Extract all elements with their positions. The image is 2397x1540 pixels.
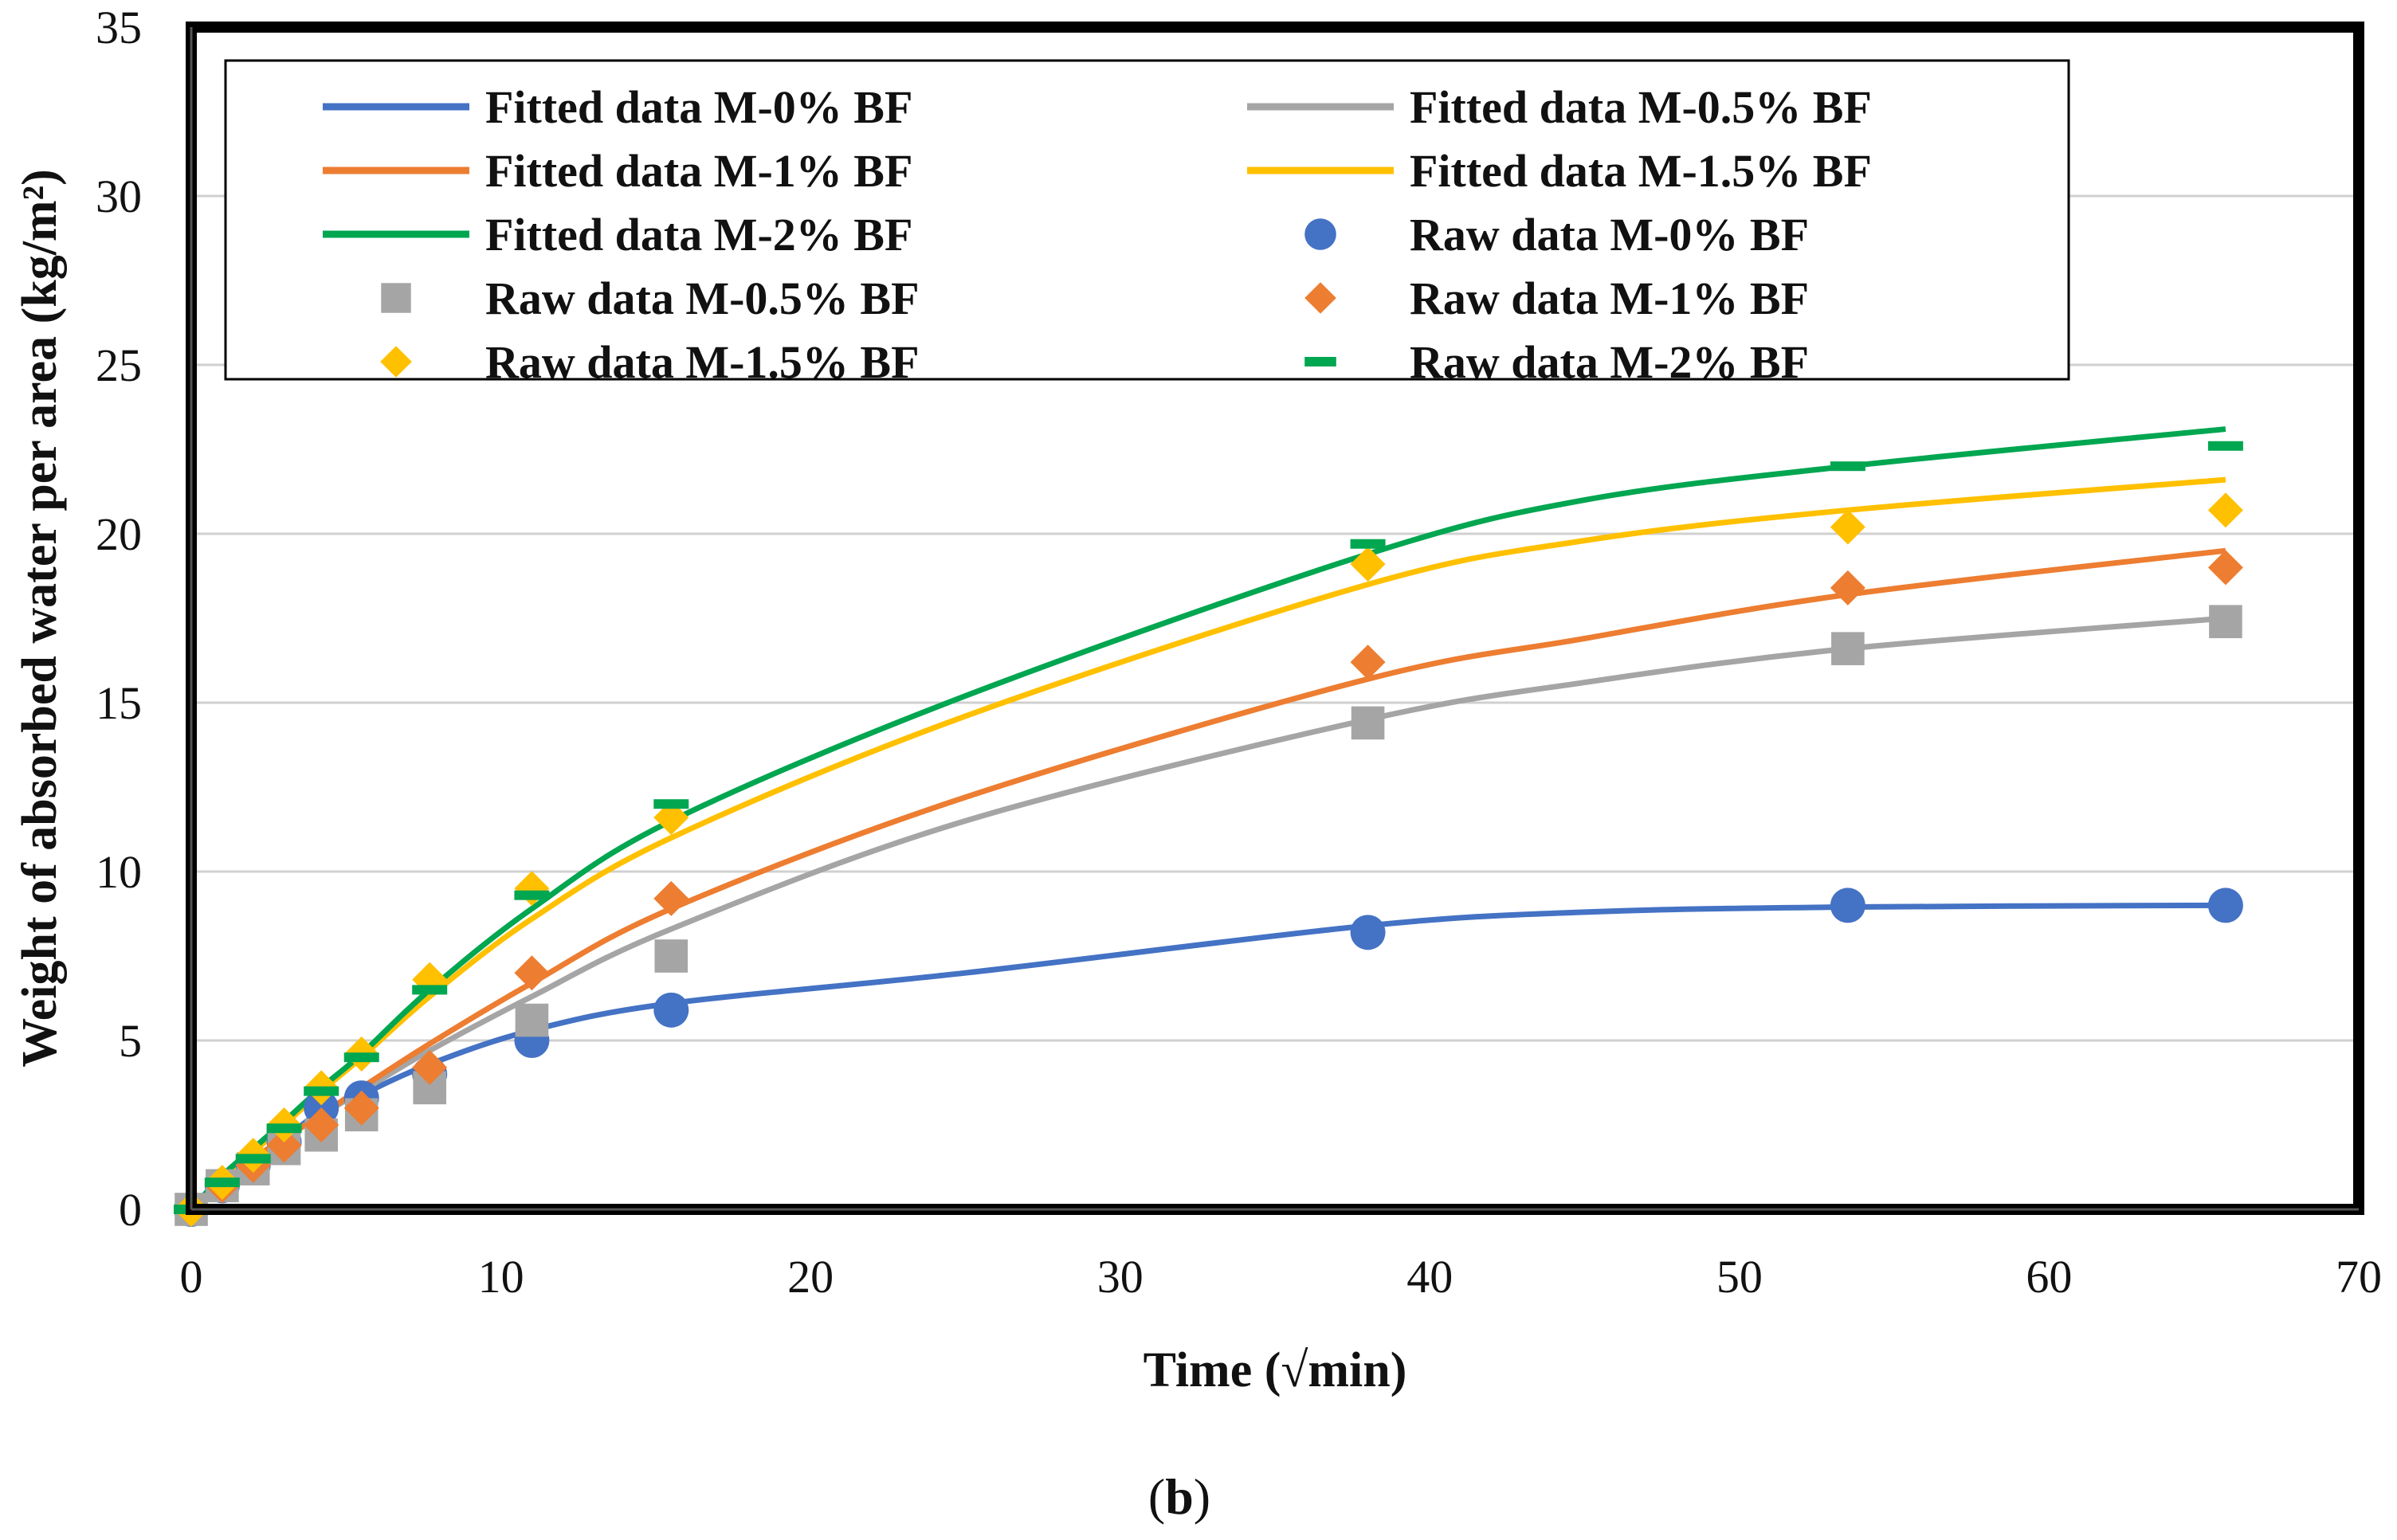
raw-point-s3-p9 [1350,547,1386,582]
legend-swatch-9 [1304,357,1336,366]
panel-label: (b) [1148,1468,1210,1525]
raw-point-s1-p9 [1351,706,1385,740]
fitted-line-4 [189,426,2226,1212]
raw-point-s3-p11 [2207,492,2243,528]
raw-point-s4-p4 [304,1086,339,1096]
raw-point-s2-p11 [2207,550,2243,586]
raw-point-s4-p6 [412,985,448,995]
raw-markers-layer [174,441,2243,1227]
legend-swatch-5 [1304,218,1336,250]
y-tick-label-25: 25 [96,339,142,391]
fitted-lines-layer [189,426,2226,1212]
legend-label-4: Fitted data M-2% BF [485,209,912,261]
raw-point-s2-p5 [343,1090,379,1126]
legend-label-0: Fitted data M-0% BF [485,81,912,133]
panel-label-letter: b [1165,1468,1194,1525]
fitted-line-3 [189,476,2226,1212]
x-tick-label-20: 20 [787,1251,834,1303]
raw-point-s0-p11 [2207,888,2243,923]
x-tick-label-0: 0 [180,1251,203,1303]
x-tick-labels: 0 10 20 30 40 50 60 70 [180,1251,2383,1303]
panel-label-open: ( [1148,1468,1165,1525]
legend-swatch-8 [380,346,412,378]
legend-label-1: Fitted data M-0.5% BF [1410,81,1872,133]
legend-label-7: Raw data M-1% BF [1410,272,1809,324]
y-tick-label-20: 20 [96,508,142,560]
raw-point-s4-p2 [235,1154,271,1164]
legend-label-2: Fitted data M-1% BF [485,145,912,197]
y-tick-label-35: 35 [96,2,142,53]
raw-point-s3-p10 [1830,509,1865,545]
raw-point-s0-p8 [653,992,689,1028]
y-tick-label-15: 15 [96,677,142,729]
legend-box [224,59,2070,381]
raw-point-s1-p10 [1831,632,1865,665]
x-tick-label-40: 40 [1406,1251,1453,1303]
fitted-line-2 [189,547,2226,1212]
raw-point-s1-p11 [2209,605,2242,639]
legend-label-6: Raw data M-0.5% BF [485,272,920,324]
raw-point-s1-p8 [654,939,688,973]
raw-point-s2-p7 [514,955,550,991]
legend-label-8: Raw data M-1.5% BF [485,336,920,388]
x-axis-title: Time (√min) [1144,1343,1407,1397]
y-tick-label-5: 5 [119,1015,142,1067]
x-tick-label-70: 70 [2336,1251,2382,1303]
legend-label-5: Raw data M-0% BF [1410,209,1809,261]
y-tick-labels: 0 5 10 15 20 25 30 35 [96,2,142,1236]
y-axis-title: Weight of absorbed water per area (kg/m²… [13,169,67,1068]
legend-swatch-7 [1304,282,1336,314]
x-tick-label-30: 30 [1097,1251,1144,1303]
raw-point-s4-p7 [514,890,550,900]
fitted-line-0 [189,902,2226,1212]
legend: Fitted data M-0% BF Fitted data M-0.5% BF… [224,59,2070,388]
y-tick-label-10: 10 [96,846,142,898]
raw-point-s2-p6 [412,1049,448,1085]
raw-point-s4-p10 [1830,461,1865,472]
raw-point-s3-p8 [653,800,689,836]
raw-point-s4-p9 [1350,539,1386,549]
legend-label-3: Fitted data M-1.5% BF [1410,145,1872,197]
fitted-line-1 [189,615,2226,1212]
raw-point-s0-p10 [1830,888,1865,923]
x-tick-label-60: 60 [2026,1251,2072,1303]
raw-point-s4-p3 [266,1123,302,1134]
raw-point-s0-p9 [1350,915,1386,950]
raw-point-s2-p8 [653,880,689,916]
x-tick-label-10: 10 [478,1251,524,1303]
raw-point-s4-p1 [204,1178,240,1188]
legend-items: Fitted data M-0% BF Fitted data M-0.5% BF… [323,81,1872,388]
legend-swatch-6 [381,283,411,313]
raw-point-s2-p3 [266,1127,302,1163]
raw-point-s1-p7 [515,1003,549,1037]
raw-point-s2-p10 [1830,570,1865,605]
x-tick-label-50: 50 [1716,1251,1763,1303]
raw-point-s4-p11 [2207,441,2243,451]
y-tick-label-30: 30 [96,170,142,222]
raw-point-s4-p5 [343,1052,379,1063]
raw-point-s2-p9 [1350,645,1386,680]
panel-label-close: ) [1194,1468,1210,1525]
raw-point-s2-p4 [304,1107,339,1142]
legend-label-9: Raw data M-2% BF [1410,336,1809,388]
raw-point-s4-p8 [653,799,689,809]
y-tick-label-0: 0 [119,1184,142,1236]
